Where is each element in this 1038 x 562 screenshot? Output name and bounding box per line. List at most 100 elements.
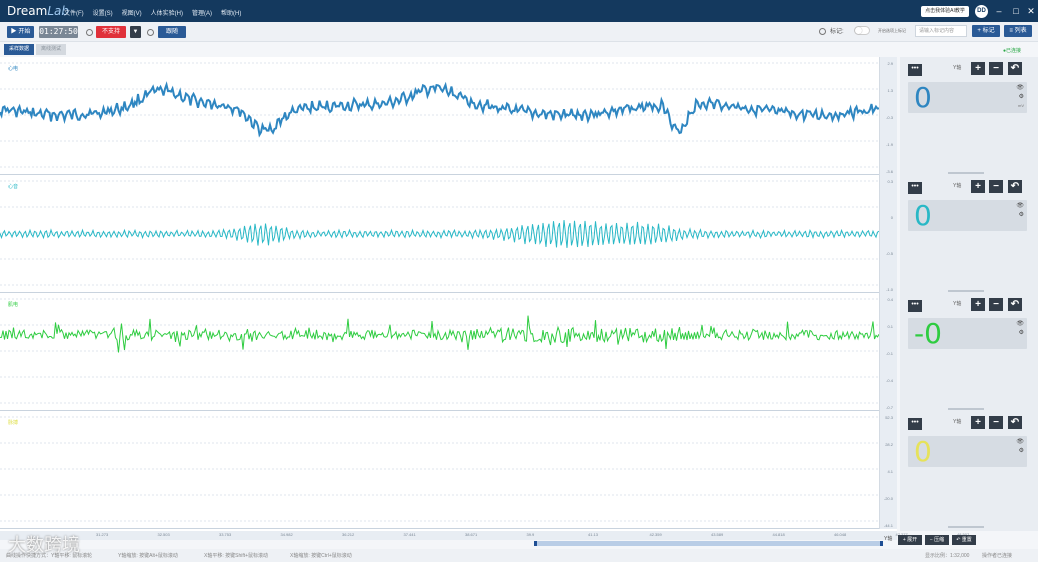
y-axis-label: Y轴 <box>884 536 893 542</box>
minimize-icon[interactable]: – <box>996 6 1002 16</box>
menu-human-experiment[interactable]: 人体实验(H) <box>150 11 184 17</box>
minus-button[interactable]: − <box>989 62 1003 75</box>
expand-button[interactable]: + 展开 <box>898 535 922 545</box>
start-button[interactable]: ▶ 开始 <box>7 26 34 38</box>
value-box: -0 👁 ⚙ <box>908 318 1027 349</box>
time-tick-label: 41.13 <box>588 532 599 537</box>
y-label: Y轴 <box>953 419 962 425</box>
plus-button[interactable]: + <box>971 180 985 193</box>
channel-value: 0 <box>914 81 932 114</box>
panel-scroll-handle[interactable] <box>948 172 984 174</box>
y-label: Y轴 <box>953 301 962 307</box>
channel-value: 0 <box>914 199 932 232</box>
plot-area[interactable]: 心电 2.9 1.3 -0.3 -1.9 -3.6 心音 0.3 0 -0.5 -1.0 肌电… <box>0 57 897 531</box>
time-scrollbar[interactable] <box>534 541 883 546</box>
ecg-waveform <box>0 62 879 168</box>
channel-pulse[interactable]: 脉搏 52.3 28.2 4.1 -20.0 -44.1 <box>0 411 897 529</box>
eye-icon[interactable]: 👁 <box>1016 85 1024 91</box>
reset-button[interactable]: ↶ 重置 <box>952 535 976 545</box>
panel-menu-button[interactable]: ••• <box>908 64 922 76</box>
follow-button[interactable]: 跟随 <box>158 26 186 38</box>
eye-icon[interactable]: 👁 <box>1016 321 1024 327</box>
minus-button[interactable]: − <box>989 180 1003 193</box>
y-tick-label: 4.1 <box>887 469 893 474</box>
scroll-handle-left[interactable] <box>534 541 537 546</box>
y-tick-label: 2.9 <box>887 61 893 66</box>
menu-view[interactable]: 视图(V) <box>121 11 142 17</box>
help-icon[interactable] <box>819 28 826 35</box>
status-shortcut-1: 曲线操作快捷方式：Y轴平移: 鼠标滚轮 <box>6 553 93 559</box>
unit-label: mV <box>1018 103 1024 108</box>
menu-file[interactable]: 文件(F) <box>64 11 84 17</box>
plus-button[interactable]: + <box>971 62 985 75</box>
mark-input[interactable]: 请输入标记内容 <box>915 25 967 37</box>
display-ratio: 显示比例：1:32,000 <box>925 553 970 559</box>
channel-ecg[interactable]: 心电 2.9 1.3 -0.3 -1.9 -3.6 <box>0 57 897 175</box>
value-panel-ecg: ••• Y轴 + − ↶ 0 👁 ⚙ mV <box>900 57 1038 175</box>
panel-menu-button[interactable]: ••• <box>908 182 922 194</box>
y-axis[interactable]: 2.9 1.3 -0.3 -1.9 -3.6 <box>879 57 897 175</box>
value-panels: ••• Y轴 + − ↶ 0 👁 ⚙ mV ••• Y轴 + − ↶ 0 👁 ⚙… <box>900 57 1038 531</box>
menu-manage[interactable]: 管理(A) <box>192 11 213 17</box>
time-tick-label: 39.9 <box>526 532 535 537</box>
dropdown-button[interactable]: ▼ <box>130 26 141 38</box>
gear-icon[interactable]: ⚙ <box>1018 448 1024 454</box>
channel-heart-sound[interactable]: 心音 0.3 0 -0.5 -1.0 <box>0 175 897 293</box>
channel-emg[interactable]: 肌电 0.4 0.1 -0.1 -0.4 -0.7 <box>0 293 897 411</box>
not-supported-button[interactable]: 不支持 <box>96 26 126 38</box>
tab-sample-data[interactable]: 采样数据 <box>4 44 34 55</box>
app-logo: DreamLab <box>7 4 69 18</box>
channel-label: 肌电 <box>8 302 19 308</box>
gear-icon[interactable]: ⚙ <box>1018 212 1024 218</box>
gear-icon[interactable]: ⚙ <box>1018 330 1024 336</box>
time-tick-label: 36.212 <box>342 532 355 537</box>
menu-settings[interactable]: 设置(S) <box>92 11 113 17</box>
panel-menu-button[interactable]: ••• <box>908 418 922 430</box>
y-axis[interactable]: 0.3 0 -0.5 -1.0 <box>879 175 897 293</box>
time-tick-label: 34.982 <box>280 532 293 537</box>
y-tick-label: -0.5 <box>886 251 893 256</box>
y-tick-label: -1.9 <box>886 142 893 147</box>
time-tick-label: 47.277 <box>896 532 908 537</box>
maximize-icon[interactable]: □ <box>1013 6 1019 16</box>
settings-circle-icon[interactable] <box>147 29 154 36</box>
value-box: 0 👁 ⚙ mV <box>908 82 1027 113</box>
compress-button[interactable]: − 压缩 <box>925 535 949 545</box>
menu-help[interactable]: 帮助(H) <box>221 11 242 17</box>
ai-teaching-button[interactable]: 点击我体验AI教学 <box>921 6 969 17</box>
undo-button[interactable]: ↶ <box>1008 62 1022 75</box>
y-axis[interactable]: 0.4 0.1 -0.1 -0.4 -0.7 <box>879 293 897 411</box>
tab-offline-test[interactable]: 离线测试 <box>36 44 66 55</box>
channel-value: -0 <box>914 317 942 350</box>
panel-scroll-handle[interactable] <box>948 408 984 410</box>
close-icon[interactable]: ✕ <box>1027 6 1035 16</box>
scroll-handle-right[interactable] <box>880 541 883 546</box>
undo-button[interactable]: ↶ <box>1008 298 1022 311</box>
eye-icon[interactable]: 👁 <box>1016 203 1024 209</box>
watermark: 大数跨境 <box>8 535 80 556</box>
channel-value: 0 <box>914 435 932 468</box>
undo-button[interactable]: ↶ <box>1008 416 1022 429</box>
minus-button[interactable]: − <box>989 298 1003 311</box>
y-tick-label: 1.3 <box>887 88 893 93</box>
panel-menu-button[interactable]: ••• <box>908 300 922 312</box>
time-tick-label: 43.589 <box>711 532 724 537</box>
eye-icon[interactable]: 👁 <box>1016 439 1024 445</box>
y-tick-label: -0.1 <box>886 351 893 356</box>
y-tick-label: 0.4 <box>887 297 893 302</box>
panel-scroll-handle[interactable] <box>948 526 984 528</box>
mark-toggle[interactable] <box>854 26 870 35</box>
add-mark-button[interactable]: + 标记 <box>972 25 1000 37</box>
undo-button[interactable]: ↶ <box>1008 180 1022 193</box>
plus-button[interactable]: + <box>971 298 985 311</box>
heart-sound-waveform <box>0 180 879 286</box>
y-tick-label: -20.0 <box>883 496 893 501</box>
time-axis[interactable]: 31.273 32.503 33.753 34.982 36.212 37.441 38.6… <box>0 531 969 540</box>
panel-scroll-handle[interactable] <box>948 290 984 292</box>
minus-button[interactable]: − <box>989 416 1003 429</box>
y-axis[interactable]: 52.3 28.2 4.1 -20.0 -44.1 <box>879 411 897 529</box>
list-button[interactable]: ≡ 列表 <box>1004 25 1032 37</box>
plus-button[interactable]: + <box>971 416 985 429</box>
gear-icon[interactable]: ⚙ <box>1018 94 1024 100</box>
avatar[interactable]: DD <box>975 5 988 18</box>
